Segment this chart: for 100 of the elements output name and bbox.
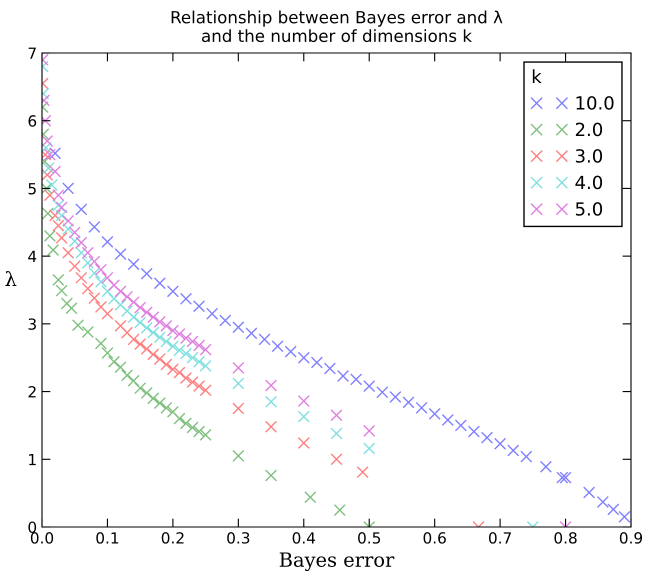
point — [192, 356, 206, 368]
point — [272, 340, 284, 352]
point — [121, 369, 134, 382]
legend-label: 10.0 — [576, 96, 614, 110]
x-tick-label: 0.3 — [227, 532, 250, 544]
point — [154, 316, 166, 328]
point — [232, 402, 244, 415]
x-tick-label: 0.8 — [554, 532, 577, 544]
legend-label: 4.0 — [575, 176, 602, 190]
point — [121, 290, 134, 303]
x-tick-label: 0.0 — [30, 532, 54, 544]
point — [108, 279, 120, 292]
point — [232, 377, 244, 390]
point — [56, 201, 68, 214]
point — [200, 344, 212, 356]
point — [200, 384, 212, 396]
point — [121, 326, 134, 339]
point — [264, 469, 278, 482]
x-tick-label: 0.7 — [488, 532, 511, 544]
point — [82, 282, 94, 295]
point — [154, 331, 166, 344]
point — [166, 406, 179, 418]
point — [56, 232, 68, 244]
point — [44, 230, 56, 242]
point — [108, 356, 120, 368]
point — [147, 326, 160, 339]
point — [186, 421, 199, 434]
point — [258, 333, 271, 346]
x-tick-label: 0.5 — [358, 532, 380, 544]
point — [128, 333, 140, 346]
point — [173, 412, 186, 425]
legend-label: 5.0 — [576, 202, 602, 216]
point — [101, 308, 114, 320]
point — [264, 379, 278, 392]
point — [82, 246, 94, 259]
point — [324, 362, 336, 375]
point — [114, 248, 127, 260]
x-axis-title: Bayes error — [280, 552, 394, 572]
x-tick-label: 0.9 — [620, 532, 642, 544]
point — [232, 450, 244, 462]
point — [376, 386, 388, 398]
point — [520, 450, 532, 463]
point — [62, 182, 74, 195]
point — [134, 316, 146, 329]
point — [154, 277, 166, 290]
point — [108, 292, 120, 305]
point — [140, 342, 153, 355]
point — [88, 220, 100, 234]
chart-title: Relationship between Bayes error and λ and the number of dimensions k — [172, 10, 502, 42]
point — [147, 348, 160, 360]
point — [128, 296, 140, 308]
point — [101, 285, 114, 298]
point — [334, 504, 346, 516]
point — [49, 147, 62, 160]
point — [350, 373, 362, 386]
point — [52, 274, 64, 286]
point — [128, 374, 140, 387]
point — [42, 162, 55, 174]
point — [72, 319, 84, 332]
point — [468, 425, 480, 438]
point — [173, 328, 186, 340]
point — [75, 272, 88, 284]
point — [192, 380, 206, 392]
point — [298, 394, 310, 408]
point — [46, 178, 58, 192]
point — [206, 308, 218, 320]
point — [556, 471, 568, 484]
point — [494, 438, 506, 450]
point — [298, 352, 310, 364]
point — [114, 320, 127, 332]
point — [160, 402, 172, 414]
y-tick-label: 6 — [28, 115, 36, 127]
point — [94, 337, 107, 350]
x-tick-label: 0.1 — [96, 532, 118, 544]
point — [173, 344, 186, 356]
y-axis-title: λ — [5, 271, 16, 286]
point — [75, 203, 88, 216]
point — [192, 425, 206, 438]
point — [180, 372, 192, 384]
point — [60, 297, 73, 310]
point — [160, 358, 172, 371]
point — [44, 189, 56, 202]
point — [173, 366, 186, 379]
y-tick-label: 2 — [28, 386, 36, 398]
point — [101, 272, 114, 284]
point — [49, 165, 62, 178]
point — [88, 292, 100, 304]
point — [166, 324, 179, 337]
point — [264, 420, 278, 433]
point — [186, 376, 199, 388]
point — [68, 226, 81, 239]
point — [62, 214, 74, 228]
point — [134, 382, 146, 394]
point — [82, 326, 94, 338]
point — [88, 266, 100, 280]
legend-label: 3.0 — [576, 149, 602, 163]
point — [596, 496, 609, 508]
point — [607, 503, 620, 516]
point — [88, 255, 100, 268]
point — [42, 182, 53, 195]
